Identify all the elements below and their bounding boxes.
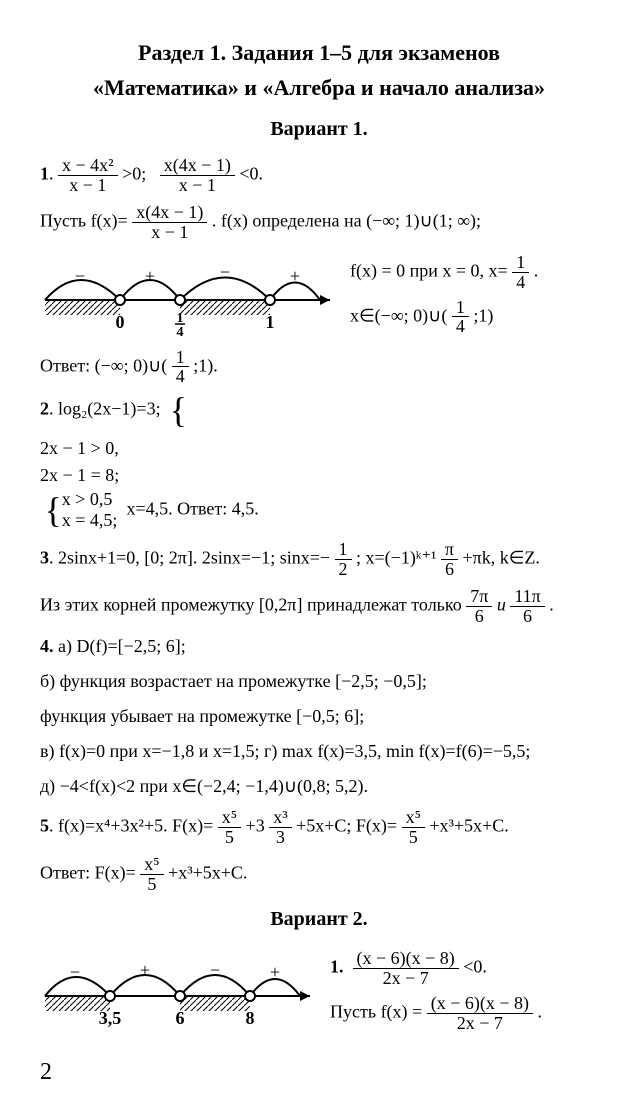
variant-2-text: 1. (x − 6)(x − 8)2x − 7 <0. Пусть f(x) =… <box>330 949 542 1033</box>
problem-5: 5. f(x)=x⁴+3x²+5. F(x)= x⁵5 +3 x³3 +5x+C… <box>40 808 598 847</box>
figure-row-2: − + − + 3,5 6 8 1. (x − 6)(x − 8)2x − 7 … <box>40 946 598 1036</box>
sign-chart-2: − + − + 3,5 6 8 <box>40 946 320 1036</box>
svg-text:6: 6 <box>176 1008 185 1028</box>
problem-2: 2. log₂(2x−1)=3; { <box>40 394 598 426</box>
svg-text:−: − <box>210 960 220 980</box>
frac-1a: x − 4x² x − 1 <box>58 156 118 195</box>
section-title-line1: Раздел 1. Задания 1–5 для экзаменов <box>40 36 598 69</box>
figure-1-side-text: f(x) = 0 при x = 0, x= 14 . x∈(−∞; 0)∪( … <box>350 253 538 337</box>
svg-text:−: − <box>220 262 230 282</box>
frac-1b: x(4x − 1) x − 1 <box>160 156 235 195</box>
problem-1-answer: Ответ: (−∞; 0)∪( 14 ;1). <box>40 348 598 387</box>
svg-text:−: − <box>75 266 85 286</box>
svg-text:+: + <box>140 960 150 980</box>
svg-text:4: 4 <box>177 325 184 340</box>
problem-4c: функция убывает на промежутке [−0,5; 6]; <box>40 703 598 730</box>
problem-5-answer: Ответ: F(x)= x⁵5 +x³+5x+C. <box>40 855 598 894</box>
problem-1: 1. x − 4x² x − 1 >0; x(4x − 1) x − 1 <0. <box>40 156 598 195</box>
svg-text:8: 8 <box>246 1008 255 1028</box>
problem-3-roots: Из этих корней промежутку [0,2π] принадл… <box>40 587 598 626</box>
page-number: 2 <box>40 1054 598 1090</box>
label-1: 1 <box>40 164 49 184</box>
svg-text:+: + <box>270 962 280 982</box>
frac-fx: x(4x − 1) x − 1 <box>132 203 207 242</box>
problem-4a: 4. 4. а) D(f)=[−2,5; 6];а) D(f)=[−2,5; 6… <box>40 633 598 660</box>
problem-4b: б) функция возрастает на промежутке [−2,… <box>40 668 598 695</box>
section-title-line2: «Математика» и «Алгебра и начало анализа… <box>40 71 598 104</box>
variant-2-heading: Вариант 2. <box>40 904 598 934</box>
variant-1-heading: Вариант 1. <box>40 114 598 144</box>
problem-3: 3. 2sinx+1=0, [0; 2π]. 2sinx=−1; sinx=− … <box>40 540 598 579</box>
problem-4d: в) f(x)=0 при x=−1,8 и x=1,5; г) max f(x… <box>40 738 598 765</box>
svg-text:−: − <box>70 962 80 982</box>
problem-4e: д) −4<f(x)<2 при x∈(−2,4; −1,4)∪(0,8; 5,… <box>40 773 598 800</box>
svg-text:3,5: 3,5 <box>99 1008 122 1028</box>
svg-text:+: + <box>145 266 155 286</box>
problem-1-fdef: Пусть f(x)= x(4x − 1) x − 1 . f(x) опред… <box>40 203 598 242</box>
svg-text:1: 1 <box>266 312 275 332</box>
svg-text:0: 0 <box>116 312 125 332</box>
svg-text:+: + <box>290 266 300 286</box>
sign-chart-1: − + − + 0 1 4 1 <box>40 250 340 340</box>
figure-row-1: − + − + 0 1 4 1 f(x) = 0 при x = 0, x= 1… <box>40 250 598 340</box>
